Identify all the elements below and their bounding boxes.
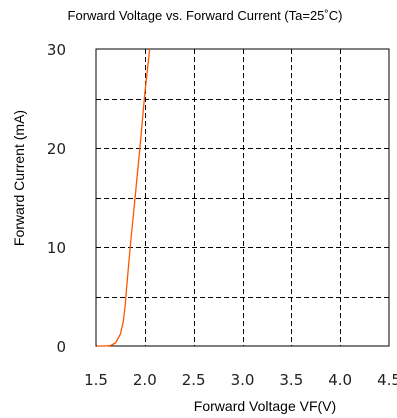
plot-frame xyxy=(95,48,390,347)
chart-title: Forward Voltage vs. Forward Current (Ta=… xyxy=(68,8,343,23)
x-tick-label: 4.0 xyxy=(328,371,352,389)
x-axis-label: Forward Voltage VF(V) xyxy=(194,398,336,414)
y-tick-label: 0 xyxy=(56,338,66,356)
y-tick-label: 30 xyxy=(47,41,66,59)
y-tick-labels: 0 10 20 30 xyxy=(47,41,66,356)
series-layer xyxy=(97,48,151,347)
x-tick-labels: 1.5 2.0 2.5 3.0 3.5 4.0 4.5 xyxy=(84,371,397,389)
series-line xyxy=(97,48,151,347)
y-tick-label: 10 xyxy=(47,239,66,257)
x-tick-label: 3.5 xyxy=(279,371,303,389)
x-tick-label: 2.0 xyxy=(133,371,157,389)
x-tick-label: 2.5 xyxy=(182,371,206,389)
x-tick-label: 1.5 xyxy=(84,371,108,389)
y-tick-label: 20 xyxy=(47,140,66,158)
grid-lines xyxy=(96,49,389,346)
x-tick-label: 3.0 xyxy=(231,371,255,389)
x-tick-label: 4.5 xyxy=(377,371,397,389)
y-axis-label: Forward Current (mA) xyxy=(11,110,27,246)
